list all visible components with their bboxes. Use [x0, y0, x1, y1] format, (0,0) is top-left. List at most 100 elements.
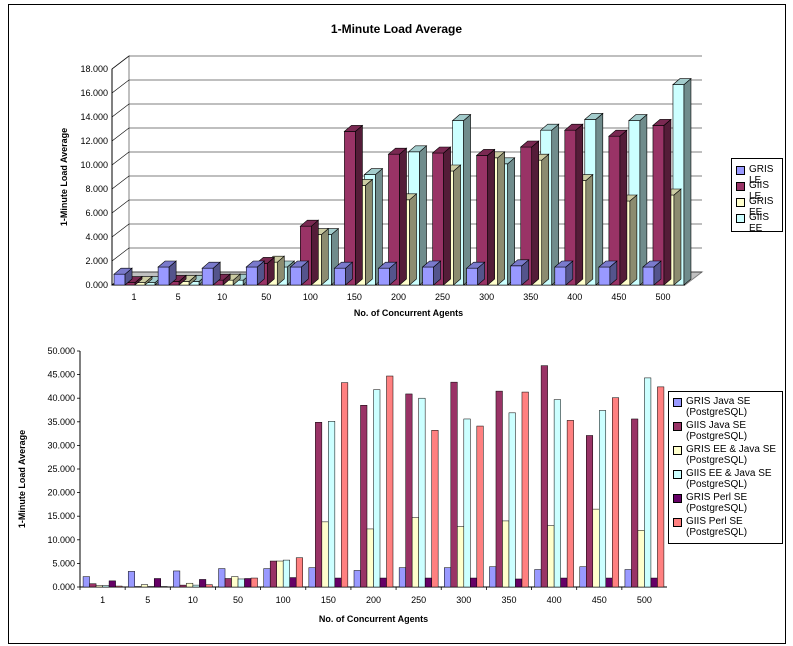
chart2-bar: [360, 405, 368, 588]
chart1-bar-side: [673, 188, 682, 286]
chart1-gridline-side: [111, 103, 130, 118]
chart-title: 1-Minute Load Average: [330, 22, 463, 36]
chart1-bar: [553, 260, 574, 286]
chart2-x-tick-label: 200: [366, 595, 381, 605]
chart1-bar-side: [531, 140, 540, 286]
chart2-bar: [586, 435, 594, 588]
chart2-bar: [547, 525, 555, 588]
chart1-bar-top: [509, 259, 530, 267]
legend-swatch: [736, 182, 745, 191]
chart2-y-axis-label: 1-Minute Load Average: [17, 430, 27, 528]
chart1-y-tick-label: 2.000: [85, 256, 108, 266]
legend-item: GIIS LE: [736, 180, 778, 202]
chart2-bar: [308, 567, 316, 588]
chart2-bar: [637, 530, 645, 588]
chart1-bar-front: [510, 265, 523, 286]
legend-item: GRIS LE: [736, 164, 778, 186]
legend-item: GRIS EE: [736, 196, 778, 218]
chart2-legend: GRIS Java SE (PostgreSQL) GIIS Java SE (…: [668, 391, 783, 544]
chart2-bar: [534, 569, 542, 588]
legend-label: GRIS LE: [749, 164, 774, 186]
chart1-bar-top: [407, 145, 428, 153]
chart1-bar-side: [453, 164, 461, 286]
legend-item: GIIS EE: [736, 212, 778, 234]
legend-label: GIIS Perl SE (PostgreSQL): [686, 516, 748, 538]
chart2-bar: [127, 571, 135, 588]
chart1-bar-front: [422, 266, 434, 286]
chart2-x-tick-label: 400: [547, 595, 562, 605]
legend-swatch: [673, 422, 682, 431]
chart2-bar: [173, 570, 181, 588]
chart2-bar: [540, 365, 548, 588]
chart1-bar-top: [519, 140, 540, 148]
chart2-bar: [289, 577, 297, 588]
legend-item: GRIS Perl SE (PostgreSQL): [673, 492, 778, 514]
chart1-bar: [431, 146, 452, 286]
chart1-x-tick-label: 1: [132, 292, 137, 302]
chart1-bar-top: [465, 261, 486, 269]
chart2-bar: [386, 375, 394, 588]
chart2-bar: [205, 584, 213, 588]
chart2-plot: 0.000 5.000 10.000 15.000 20.000 25.000 30.000…: [17, 346, 667, 624]
chart1-plot: 0.000 2.000 4.000 6.000 8.000 10.000 12.000 14.…: [59, 54, 704, 318]
chart2-y-tick-label: 10.000: [47, 535, 75, 545]
chart1-bar-side: [619, 129, 628, 286]
chart1-y-tick-label: 14.000: [80, 112, 108, 122]
chart1-bar-side: [365, 178, 373, 286]
chart2-bar: [250, 577, 258, 588]
chart1-x-tick-label: 200: [391, 292, 406, 302]
chart2-bar: [276, 560, 284, 588]
chart1-bar-side: [463, 113, 471, 286]
chart1-bar-side: [595, 112, 604, 286]
chart2-bar: [341, 382, 349, 588]
chart2-y-tick-label: 5.000: [52, 558, 75, 568]
chart2-bar: [470, 577, 478, 588]
chart2-bar: [379, 577, 387, 588]
chart1-bar: [245, 260, 266, 286]
chart2-bar: [147, 586, 155, 588]
chart2-y-tick-label: 20.000: [47, 488, 75, 498]
chart2-bar: [476, 425, 484, 588]
chart2-bar: [89, 583, 97, 588]
chart1-gridline-side: [111, 79, 130, 94]
chart1-bar: [201, 261, 222, 286]
chart2-bar: [450, 381, 458, 588]
chart1-bar-top: [387, 147, 408, 155]
chart1-gridline-side: [111, 55, 130, 70]
chart2-bar: [295, 557, 303, 588]
chart2-bar: [560, 577, 568, 588]
legend-label: GRIS EE & Java SE (PostgreSQL): [686, 444, 777, 466]
chart1-bar-front: [334, 267, 346, 286]
chart1-bar-side: [419, 145, 427, 286]
chart1-bar: [563, 123, 584, 286]
chart2-bar: [657, 386, 665, 588]
chart2-bar: [218, 568, 226, 588]
chart2-bar: [521, 391, 529, 588]
chart1-bar: [465, 261, 486, 286]
chart1-bar-top: [451, 114, 472, 121]
chart2-bar: [508, 412, 516, 588]
chart1-x-tick-label: 100: [303, 292, 318, 302]
chart2-bar: [644, 377, 652, 588]
chart2-bar: [192, 584, 200, 588]
chart1-gridline-side: [111, 247, 130, 262]
chart1-bar: [113, 267, 133, 286]
chart1-bar-front: [466, 267, 478, 286]
chart1-gridline-side: [111, 127, 130, 142]
chart1-bar-side: [575, 123, 584, 286]
chart2-bar: [495, 390, 503, 588]
chart2-y-tick-label: 25.000: [47, 464, 75, 474]
chart2-bar: [224, 578, 232, 588]
chart1-y-tick-label: 0.000: [85, 280, 108, 290]
chart2-bar: [418, 397, 426, 588]
chart1-bar-top: [343, 125, 364, 132]
chart1-bar: [421, 260, 442, 286]
chart1-bar-side: [399, 147, 407, 286]
chart2-y-tick-label: 45.000: [47, 370, 75, 380]
chart1-bar-front: [378, 267, 390, 286]
chart2-bar: [82, 576, 90, 588]
chart1-x-tick-label: 50: [261, 292, 271, 302]
chart1-bar-top: [299, 219, 320, 227]
legend-swatch: [736, 166, 745, 175]
